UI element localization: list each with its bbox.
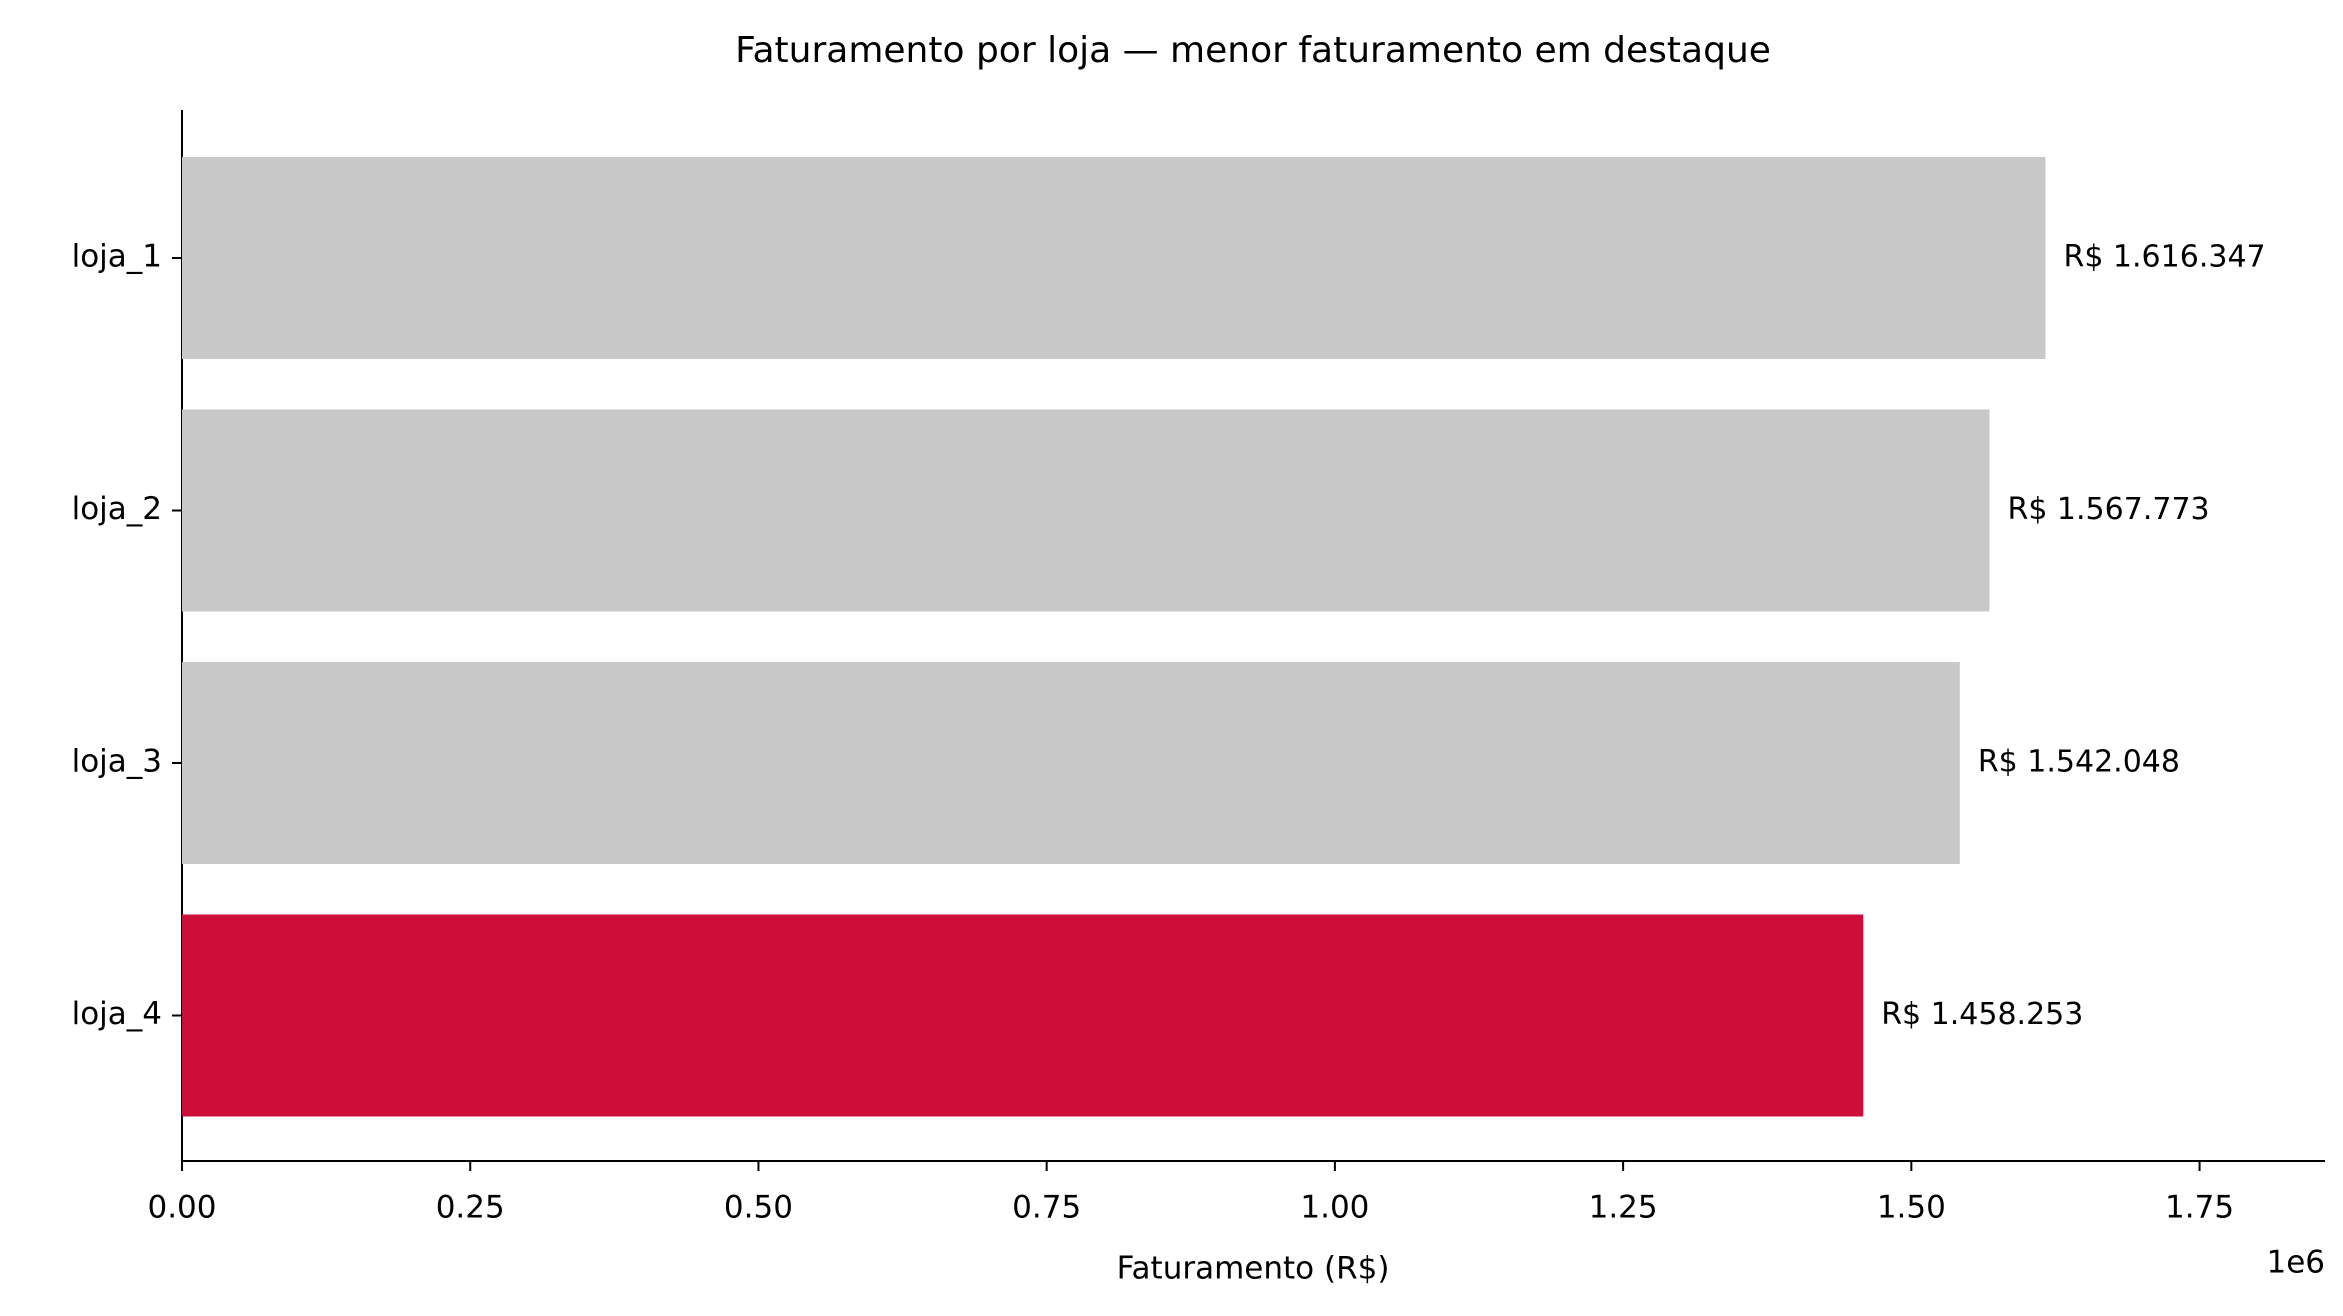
value-label: R$ 1.567.773 [2007, 492, 2209, 527]
value-label: R$ 1.542.048 [1978, 745, 2180, 780]
y-tick-label: loja_2 [72, 491, 162, 527]
chart-title: Faturamento por loja — menor faturamento… [735, 30, 1771, 71]
x-tick-label: 0.00 [147, 1190, 216, 1226]
bar [182, 409, 1990, 612]
y-tick-label: loja_1 [72, 239, 162, 275]
bar [182, 157, 2046, 359]
x-tick-label: 1.50 [1877, 1190, 1946, 1226]
x-tick-label: 1.75 [2165, 1190, 2234, 1226]
y-tick-label: loja_3 [72, 744, 162, 780]
y-tick-label: loja_4 [72, 996, 162, 1032]
value-label: R$ 1.458.253 [1881, 997, 2083, 1032]
x-axis-label: Faturamento (R$) [1117, 1251, 1390, 1287]
x-tick-label: 0.25 [436, 1190, 505, 1226]
x-offset-label: 1e6 [2266, 1245, 2325, 1281]
x-tick-label: 0.50 [724, 1190, 793, 1226]
value-label: R$ 1.616.347 [2063, 240, 2265, 275]
x-tick-label: 0.75 [1012, 1190, 1081, 1226]
x-tick-label: 1.25 [1589, 1190, 1658, 1226]
bar [182, 662, 1960, 864]
x-tick-label: 1.00 [1300, 1190, 1369, 1226]
bar [182, 914, 1864, 1117]
